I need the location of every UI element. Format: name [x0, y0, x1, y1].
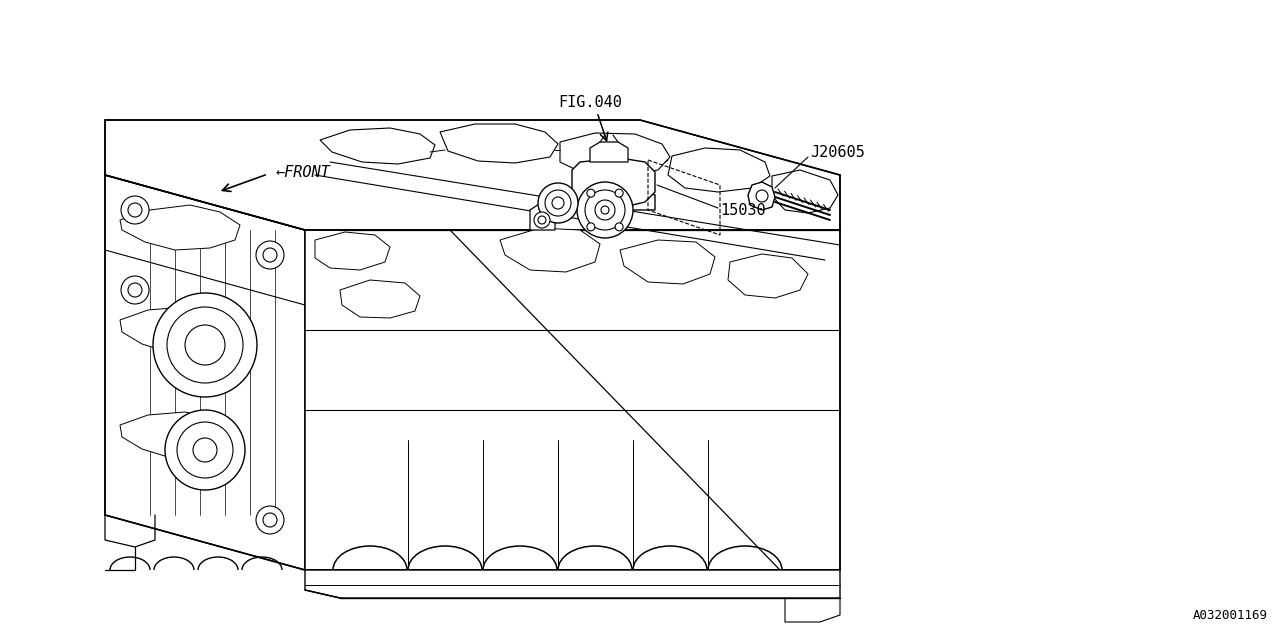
- Polygon shape: [500, 228, 600, 272]
- Polygon shape: [305, 230, 840, 570]
- Circle shape: [193, 438, 218, 462]
- Circle shape: [122, 276, 148, 304]
- Text: J20605: J20605: [810, 145, 865, 159]
- Polygon shape: [105, 175, 305, 570]
- Circle shape: [616, 189, 623, 197]
- Text: 15030: 15030: [721, 202, 765, 218]
- Polygon shape: [440, 124, 558, 163]
- Circle shape: [154, 293, 257, 397]
- Polygon shape: [772, 170, 838, 213]
- Circle shape: [586, 223, 595, 231]
- Circle shape: [128, 283, 142, 297]
- Polygon shape: [340, 280, 420, 318]
- Circle shape: [256, 506, 284, 534]
- Polygon shape: [315, 232, 390, 270]
- Polygon shape: [748, 182, 774, 210]
- Polygon shape: [120, 307, 230, 352]
- Circle shape: [602, 206, 609, 214]
- Circle shape: [256, 241, 284, 269]
- Circle shape: [177, 422, 233, 478]
- Polygon shape: [556, 190, 655, 210]
- Circle shape: [538, 216, 547, 224]
- Polygon shape: [320, 128, 435, 164]
- Polygon shape: [668, 148, 771, 192]
- Circle shape: [616, 223, 623, 231]
- Circle shape: [122, 196, 148, 224]
- Circle shape: [595, 200, 614, 220]
- Circle shape: [262, 248, 276, 262]
- Polygon shape: [105, 120, 840, 230]
- Circle shape: [545, 190, 571, 216]
- Text: A032001169: A032001169: [1193, 609, 1268, 622]
- Polygon shape: [590, 142, 628, 162]
- Polygon shape: [305, 570, 840, 598]
- Text: ←FRONT: ←FRONT: [275, 164, 330, 179]
- Circle shape: [577, 182, 634, 238]
- Polygon shape: [620, 240, 716, 284]
- Circle shape: [586, 189, 595, 197]
- Polygon shape: [530, 200, 556, 230]
- Text: FIG.040: FIG.040: [558, 95, 622, 110]
- Circle shape: [756, 190, 768, 202]
- Polygon shape: [572, 158, 655, 208]
- Polygon shape: [120, 412, 230, 457]
- Circle shape: [534, 212, 550, 228]
- Circle shape: [186, 325, 225, 365]
- Circle shape: [128, 203, 142, 217]
- Circle shape: [585, 190, 625, 230]
- Polygon shape: [728, 254, 808, 298]
- Circle shape: [262, 513, 276, 527]
- Circle shape: [165, 410, 244, 490]
- Polygon shape: [561, 133, 669, 176]
- Circle shape: [538, 183, 579, 223]
- Polygon shape: [120, 205, 241, 250]
- Circle shape: [166, 307, 243, 383]
- Circle shape: [552, 197, 564, 209]
